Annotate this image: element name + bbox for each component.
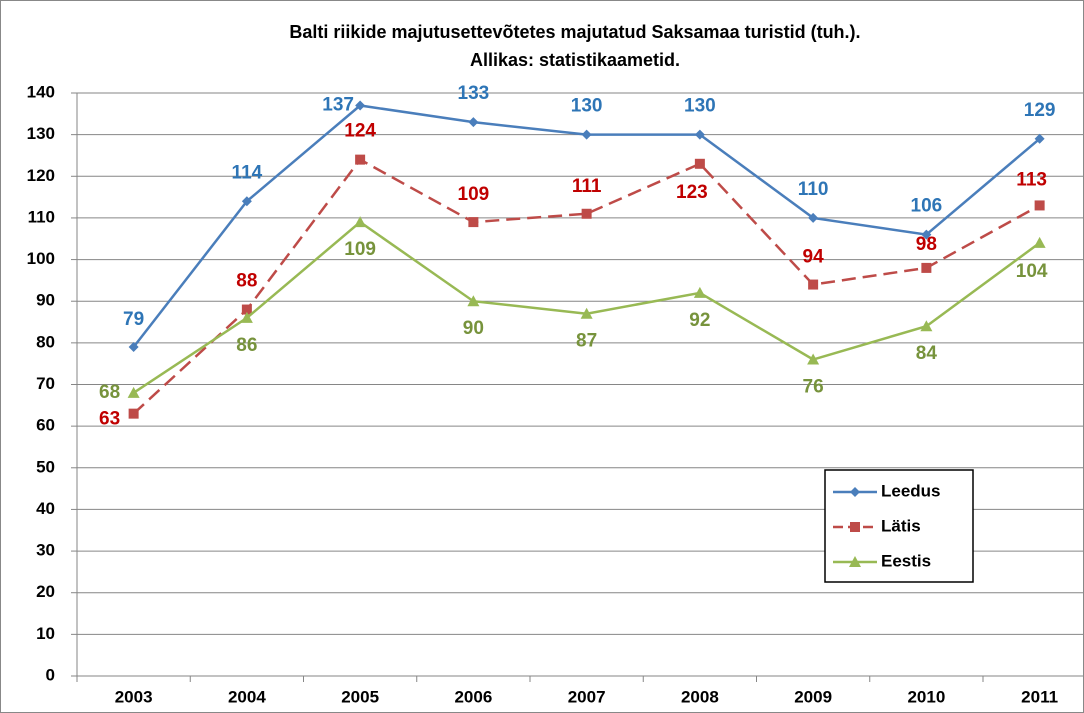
marker: [807, 353, 820, 365]
marker: [694, 129, 705, 140]
marker: [921, 229, 932, 240]
data-label: 114: [232, 162, 263, 183]
marker: [850, 522, 860, 532]
x-tick-label: 2004: [228, 687, 266, 706]
legend-label: Lätis: [881, 516, 921, 535]
data-label: 110: [798, 179, 829, 200]
data-label: 79: [123, 309, 144, 330]
x-tick-label: 2003: [115, 687, 153, 706]
marker: [355, 154, 366, 165]
marker: [1034, 133, 1045, 144]
data-label: 86: [236, 335, 257, 356]
marker: [850, 487, 860, 497]
data-label: 90: [463, 318, 484, 339]
x-tick-label: 2007: [568, 687, 606, 706]
marker: [581, 208, 592, 219]
data-label: 137: [322, 95, 354, 116]
data-label: 129: [1024, 100, 1056, 121]
y-tick-label: 60: [36, 416, 55, 435]
data-label: 130: [684, 96, 716, 117]
data-label: 104: [1016, 261, 1048, 282]
data-label: 88: [236, 271, 257, 292]
y-tick-label: 70: [36, 374, 55, 393]
marker: [849, 556, 861, 567]
data-label: 84: [916, 343, 938, 364]
data-label: 123: [676, 182, 708, 203]
x-tick-label: 2010: [907, 687, 945, 706]
y-tick-label: 50: [36, 457, 55, 476]
y-tick-label: 20: [36, 582, 55, 601]
legend-label: Leedus: [881, 481, 941, 500]
y-tick-label: 120: [27, 166, 55, 185]
y-tick-label: 0: [46, 665, 55, 684]
y-tick-label: 10: [36, 624, 55, 643]
marker: [128, 342, 139, 353]
data-label: 87: [576, 331, 597, 352]
marker: [1033, 236, 1046, 248]
marker: [128, 408, 139, 419]
y-tick-label: 140: [27, 82, 55, 101]
data-label: 113: [1016, 169, 1047, 190]
x-tick-label: 2005: [341, 687, 379, 706]
data-label: 92: [689, 310, 710, 331]
marker: [580, 307, 593, 319]
x-tick-label: 2009: [794, 687, 832, 706]
data-label: 133: [458, 83, 490, 104]
data-label: 111: [572, 176, 602, 197]
legend-label: Eestis: [881, 551, 931, 570]
marker: [355, 100, 366, 111]
chart-subtitle: Allikas: statistikaametid.: [470, 50, 680, 70]
marker: [694, 158, 705, 169]
y-tick-label: 130: [27, 124, 55, 143]
marker: [921, 262, 932, 273]
y-tick-label: 100: [27, 249, 55, 268]
data-label: 98: [916, 234, 937, 255]
marker: [920, 320, 933, 332]
marker: [354, 216, 367, 228]
marker: [1034, 200, 1045, 211]
marker: [468, 117, 479, 128]
marker: [241, 304, 252, 315]
data-label: 63: [99, 409, 120, 430]
data-label: 130: [571, 96, 603, 117]
data-label: 106: [911, 196, 943, 217]
data-label: 109: [458, 184, 490, 205]
data-label: 109: [344, 239, 376, 260]
chart-title: Balti riikide majutusettevõtetes majutat…: [289, 22, 860, 42]
marker: [127, 386, 140, 398]
marker: [693, 286, 706, 298]
data-label: 76: [803, 377, 824, 398]
y-tick-label: 110: [28, 207, 55, 226]
marker: [468, 217, 479, 228]
y-tick-label: 30: [36, 541, 55, 560]
x-tick-label: 2011: [1021, 687, 1058, 706]
y-tick-label: 40: [36, 499, 55, 518]
data-label: 68: [99, 382, 120, 403]
x-tick-label: 2006: [454, 687, 492, 706]
y-tick-label: 90: [36, 291, 55, 310]
marker: [467, 295, 480, 307]
data-label: 94: [803, 247, 825, 268]
marker: [240, 311, 253, 323]
marker: [581, 129, 592, 140]
x-tick-label: 2008: [681, 687, 719, 706]
marker: [808, 212, 819, 223]
y-tick-label: 80: [36, 332, 55, 351]
marker: [241, 196, 252, 207]
data-label: 124: [344, 121, 376, 142]
series-line: [132, 158, 1041, 415]
marker: [808, 279, 819, 290]
